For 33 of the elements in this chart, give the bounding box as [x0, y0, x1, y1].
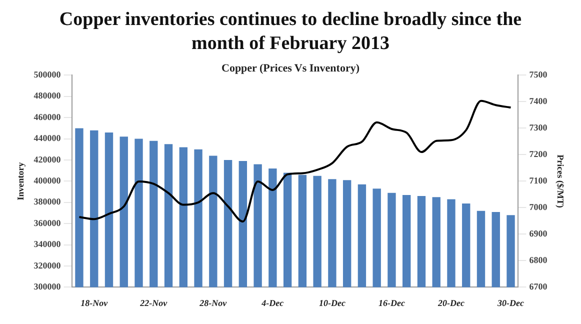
- x-tick-label: 16-Dec: [378, 298, 405, 308]
- line-series: [78, 100, 512, 222]
- y2-tick-label: 6800: [529, 255, 548, 266]
- y-tick-label: 440000: [34, 133, 62, 144]
- chart-title: Copper inventories continues to decline broadly since the month of February 2013: [58, 8, 523, 56]
- y-tick-label: 360000: [34, 218, 62, 228]
- y-tick-label: 320000: [34, 260, 62, 270]
- chart-subtitle: Copper (Prices Vs Inventory): [222, 62, 360, 74]
- x-tick-label: 4-Dec: [260, 298, 284, 308]
- y2-tick-label: 7400: [529, 96, 548, 106]
- y-axis-title: Inventory: [16, 162, 26, 200]
- y-tick-label: 460000: [34, 112, 62, 122]
- y-tick-label: 480000: [34, 90, 62, 101]
- x-tick-label: 30-Dec: [496, 298, 524, 308]
- y-tick-label: 340000: [34, 239, 62, 250]
- y2-tick-label: 7500: [529, 70, 548, 80]
- y2-tick-label: 7100: [529, 176, 548, 186]
- x-tick-label: 20-Dec: [436, 298, 464, 308]
- y2-tick-label: 7000: [529, 202, 548, 212]
- x-tick-label: 10-Dec: [318, 298, 346, 308]
- y2-tick-label: 7200: [529, 149, 548, 160]
- y-tick-label: 300000: [34, 282, 62, 292]
- y-tick-label: 500000: [34, 70, 62, 80]
- y-tick-label: 380000: [34, 196, 62, 207]
- y2-tick-label: 6900: [529, 228, 548, 239]
- x-tick-label: 28-Nov: [198, 298, 228, 308]
- y-tick-label: 420000: [34, 154, 62, 164]
- x-tick-label: 22-Nov: [139, 298, 168, 308]
- y2-axis-title: Prices ($/MT): [555, 154, 566, 208]
- y2-tick-label: 6700: [529, 282, 548, 292]
- y-tick-label: 400000: [34, 176, 62, 186]
- y2-tick-label: 7300: [529, 122, 548, 133]
- x-tick-label: 18-Nov: [80, 298, 109, 308]
